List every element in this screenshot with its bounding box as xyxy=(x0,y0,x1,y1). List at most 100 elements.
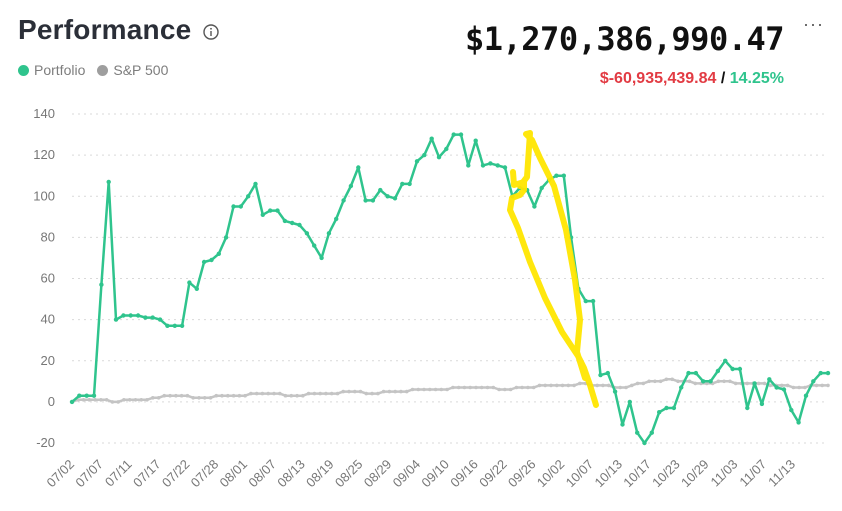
sp500-point xyxy=(387,389,392,394)
portfolio-point xyxy=(400,181,405,187)
sp500-point xyxy=(127,398,132,402)
sp500-point xyxy=(664,377,669,382)
portfolio-point xyxy=(495,163,500,168)
sp500-point xyxy=(595,383,599,388)
sp500-point xyxy=(606,383,611,388)
sp500-point xyxy=(231,393,236,398)
sp500-point xyxy=(162,393,167,398)
sp500-point xyxy=(404,389,409,394)
sp500-point xyxy=(156,396,161,400)
portfolio-point xyxy=(378,187,383,193)
portfolio-point xyxy=(436,155,442,160)
sp500-point xyxy=(756,381,761,386)
highlight-annotation xyxy=(507,130,599,408)
portfolio-point xyxy=(77,393,82,398)
x-tick-label: 08/01 xyxy=(217,457,251,491)
sp500-point xyxy=(254,391,259,396)
portfolio-point xyxy=(223,235,229,240)
change-summary: $-60,935,439.84 / 14.25% xyxy=(600,70,784,88)
legend-item-portfolio[interactable]: Portfolio xyxy=(18,62,85,78)
sp500-point xyxy=(168,393,172,398)
sp500-point xyxy=(260,391,265,396)
sp500-point xyxy=(456,385,461,390)
sp500-point xyxy=(133,398,138,402)
x-tick-label: 07/11 xyxy=(102,457,135,490)
portfolio-point xyxy=(150,315,155,320)
sp500-line xyxy=(71,378,828,404)
portfolio-point xyxy=(583,298,588,304)
sp500-point xyxy=(278,391,282,396)
sp500-point xyxy=(272,391,276,396)
y-tick-label: 100 xyxy=(33,188,55,203)
portfolio-point xyxy=(201,259,207,265)
portfolio-point xyxy=(297,222,302,228)
portfolio-point xyxy=(363,198,368,203)
legend-item-sp500[interactable]: S&P 500 xyxy=(97,62,168,78)
portfolio-point xyxy=(781,387,787,392)
sp500-point xyxy=(370,391,374,396)
portfolio-point xyxy=(701,379,706,384)
portfolio-point xyxy=(759,401,765,407)
portfolio-point xyxy=(99,282,104,287)
more-horizontal-icon[interactable]: ··· xyxy=(803,14,824,34)
portfolio-point xyxy=(767,377,772,382)
portfolio-point xyxy=(774,385,779,390)
x-tick-label: 09/22 xyxy=(476,457,510,491)
legend-dot-portfolio xyxy=(18,64,29,76)
sp500-point xyxy=(110,400,115,404)
sp500-point xyxy=(572,383,576,388)
portfolio-point xyxy=(605,370,610,376)
portfolio-point xyxy=(422,152,427,158)
portfolio-point xyxy=(91,393,97,398)
portfolio-point xyxy=(539,185,544,191)
portfolio-point xyxy=(679,385,684,390)
portfolio-point xyxy=(165,323,170,328)
info-icon[interactable] xyxy=(203,24,219,40)
portfolio-point xyxy=(246,194,251,199)
sp500-point xyxy=(468,385,473,390)
y-tick-label: 40 xyxy=(41,312,55,327)
y-tick-label: -20 xyxy=(36,435,55,450)
sp500-point xyxy=(543,383,547,388)
portfolio-point xyxy=(635,430,640,435)
sp500-point xyxy=(549,383,553,388)
sp500-point xyxy=(249,391,253,396)
sp500-point xyxy=(283,393,288,398)
portfolio-point xyxy=(502,165,508,170)
x-tick-label: 10/17 xyxy=(620,457,654,491)
portfolio-point xyxy=(554,173,559,178)
sp500-point xyxy=(364,391,369,396)
change-separator: / xyxy=(720,70,726,87)
portfolio-point xyxy=(598,372,603,378)
x-axis-ticks: 07/0207/0707/1107/1707/2207/2808/0108/07… xyxy=(44,457,799,491)
sp500-point xyxy=(797,385,801,390)
sp500-point xyxy=(301,393,305,398)
sp500-point xyxy=(733,381,738,386)
sp500-point xyxy=(474,385,478,390)
portfolio-point xyxy=(480,163,486,168)
portfolio-point xyxy=(268,208,273,213)
sp500-point xyxy=(99,398,103,402)
sp500-point xyxy=(462,385,467,390)
x-tick-label: 07/17 xyxy=(130,457,164,491)
legend-dot-sp500 xyxy=(97,64,109,76)
portfolio-point xyxy=(745,405,750,411)
sp500-point xyxy=(416,387,421,392)
sp500-point xyxy=(243,393,247,398)
sp500-point xyxy=(197,396,201,400)
sp500-point xyxy=(641,381,646,386)
portfolio-point xyxy=(561,173,566,178)
x-tick-label: 07/07 xyxy=(72,457,106,491)
sp500-point xyxy=(618,385,622,390)
sp500-point xyxy=(485,385,490,390)
y-tick-label: 60 xyxy=(41,271,55,286)
sp500-point xyxy=(814,383,819,388)
portfolio-point xyxy=(370,198,376,203)
portfolio-point xyxy=(341,198,346,203)
portfolio-point xyxy=(187,280,192,285)
sp500-point xyxy=(647,379,651,384)
portfolio-point xyxy=(385,194,390,199)
sp500-point xyxy=(762,381,767,386)
portfolio-point xyxy=(238,204,243,209)
portfolio-point xyxy=(157,317,163,322)
